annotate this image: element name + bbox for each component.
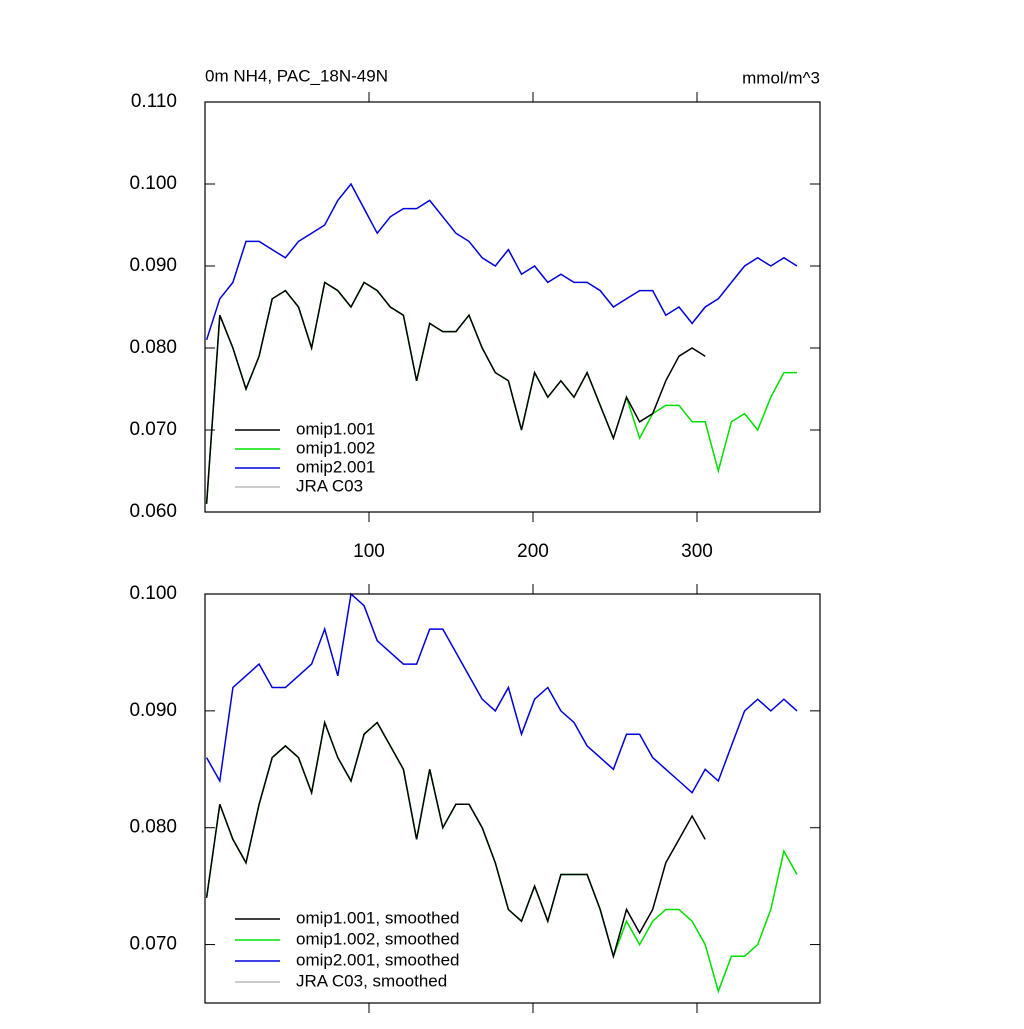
legend-label: JRA C03, smoothed bbox=[296, 971, 447, 990]
y-tick-label: 0.110 bbox=[131, 91, 177, 112]
legend-label: JRA C03 bbox=[296, 476, 363, 495]
x-tick-label: 100 bbox=[353, 541, 385, 562]
y-tick-label: 0.090 bbox=[129, 700, 177, 721]
legend-label: omip2.001 bbox=[296, 457, 375, 476]
legend-label: omip1.001 bbox=[296, 419, 375, 438]
y-tick-label: 0.080 bbox=[129, 817, 177, 838]
y-tick-label: 0.090 bbox=[129, 255, 177, 276]
series-line bbox=[205, 281, 706, 504]
legend-label: omip1.001, smoothed bbox=[296, 908, 460, 927]
x-tick-label: 300 bbox=[681, 541, 713, 562]
series-line bbox=[205, 182, 798, 341]
series-line bbox=[205, 719, 706, 960]
plot-frame bbox=[204, 101, 821, 513]
x-tick-label: 200 bbox=[517, 541, 549, 562]
y-tick-label: 0.060 bbox=[129, 501, 177, 522]
y-tick-label: 0.080 bbox=[129, 337, 177, 358]
legend-label: omip2.001, smoothed bbox=[296, 950, 460, 969]
y-tick-label: 0.100 bbox=[129, 583, 177, 604]
plot-frame bbox=[204, 593, 821, 1004]
y-tick-label: 0.100 bbox=[129, 173, 177, 194]
legend-label: omip1.002, smoothed bbox=[296, 929, 460, 948]
series-line bbox=[205, 592, 798, 794]
chart-title: 0m NH4, PAC_18N-49N bbox=[205, 66, 388, 85]
units-label: mmol/m^3 bbox=[742, 68, 820, 87]
y-tick-label: 0.070 bbox=[129, 419, 177, 440]
legend-label: omip1.002 bbox=[296, 438, 375, 457]
y-tick-label: 0.070 bbox=[129, 934, 177, 955]
